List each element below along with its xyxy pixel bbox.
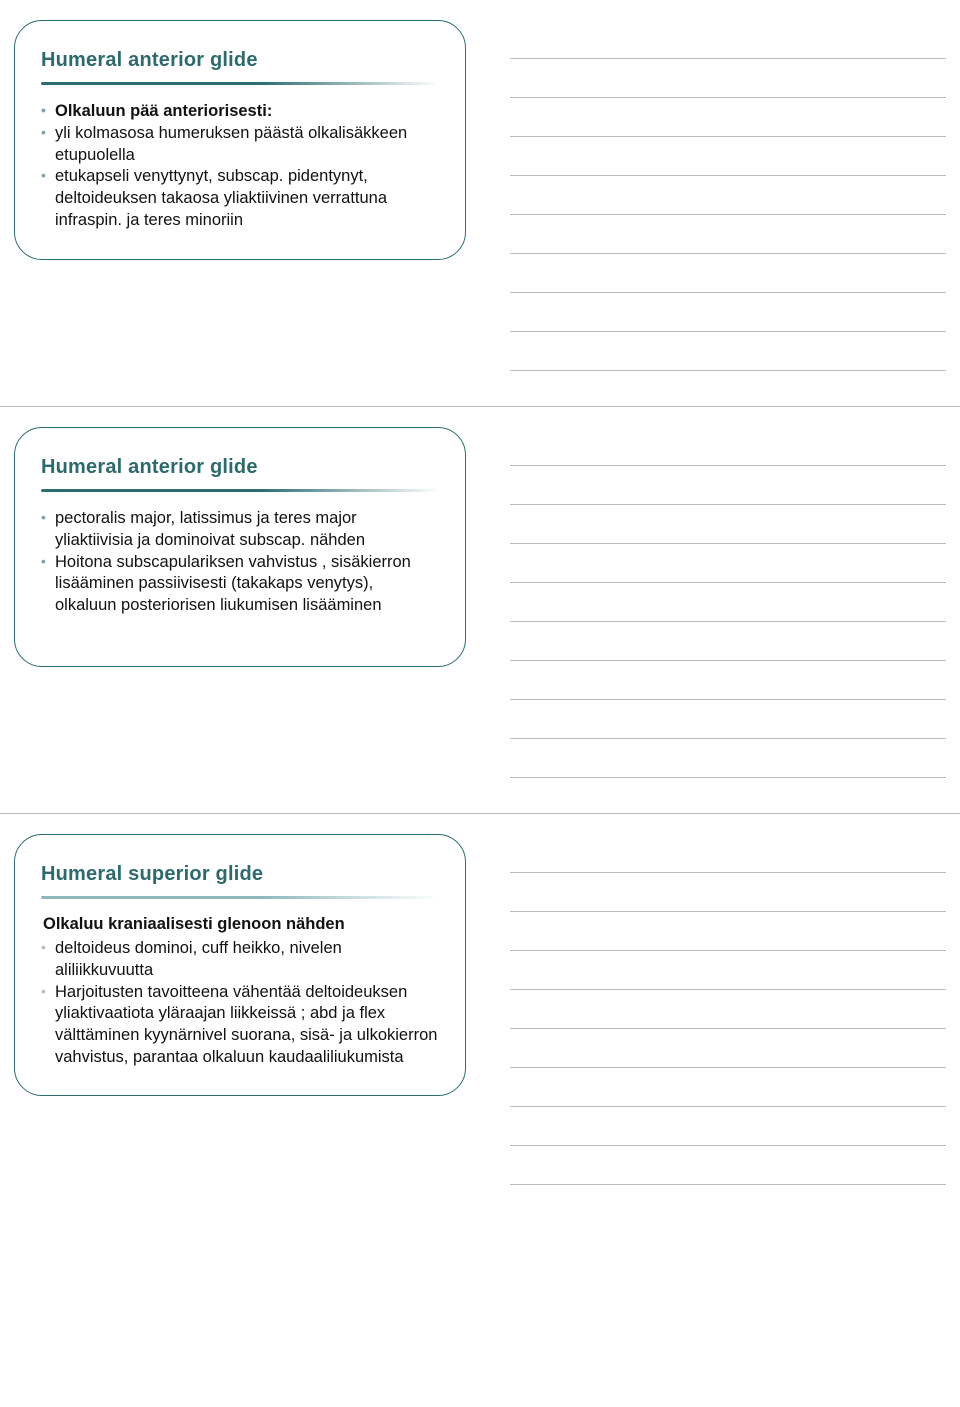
notes-column [480, 834, 960, 1185]
note-line [510, 700, 946, 739]
slide-section: Humeral anterior glide Olkaluun pää anter… [0, 0, 960, 407]
note-line [510, 466, 946, 505]
slide-section: Humeral superior glide Olkaluu kraniaalis… [0, 814, 960, 1220]
sub-heading: Olkaluu kraniaalisesti glenoon nähden [43, 915, 439, 934]
bullet-list: Olkaluun pää anteriorisesti:yli kolmasos… [41, 101, 439, 232]
note-line [510, 622, 946, 661]
content-card: Humeral anterior glide Olkaluun pää anter… [14, 20, 466, 260]
list-item: Hoitona subscapulariksen vahvistus , sis… [41, 552, 439, 617]
note-line [510, 661, 946, 700]
note-line [510, 1068, 946, 1107]
note-line [510, 176, 946, 215]
note-line [510, 98, 946, 137]
note-line [510, 1029, 946, 1068]
list-item: Olkaluun pää anteriorisesti: [41, 101, 439, 123]
list-item: pectoralis major, latissimus ja teres ma… [41, 508, 439, 552]
bullet-list: pectoralis major, latissimus ja teres ma… [41, 508, 439, 617]
note-line [510, 427, 946, 466]
list-item: yli kolmasosa humeruksen päästä olkalisä… [41, 123, 439, 167]
list-item: Harjoitusten tavoitteena vähentää deltoi… [41, 982, 439, 1069]
note-line [510, 505, 946, 544]
list-item: deltoideus dominoi, cuff heikko, nivelen… [41, 938, 439, 982]
note-line [510, 583, 946, 622]
list-item: etukapseli venyttynyt, subscap. pidentyn… [41, 166, 439, 231]
note-line [510, 912, 946, 951]
card-title: Humeral anterior glide [41, 49, 439, 72]
note-line [510, 137, 946, 176]
slide-column: Humeral anterior glide Olkaluun pää anter… [0, 20, 480, 371]
title-divider [41, 896, 439, 899]
note-line [510, 544, 946, 583]
note-line [510, 332, 946, 371]
title-divider [41, 82, 439, 85]
note-line [510, 1146, 946, 1185]
slide-column: Humeral superior glide Olkaluu kraniaalis… [0, 834, 480, 1185]
card-title: Humeral anterior glide [41, 456, 439, 479]
note-line [510, 873, 946, 912]
note-line [510, 951, 946, 990]
slide-column: Humeral anterior glide pectoralis major, … [0, 427, 480, 778]
note-line [510, 254, 946, 293]
notes-column [480, 427, 960, 778]
notes-column [480, 20, 960, 371]
note-line [510, 20, 946, 59]
note-line [510, 1107, 946, 1146]
content-card: Humeral superior glide Olkaluu kraniaalis… [14, 834, 466, 1096]
bullet-list: deltoideus dominoi, cuff heikko, nivelen… [41, 938, 439, 1069]
note-line [510, 293, 946, 332]
note-line [510, 215, 946, 254]
title-divider [41, 489, 439, 492]
slide-section: Humeral anterior glide pectoralis major, … [0, 407, 960, 814]
content-card: Humeral anterior glide pectoralis major, … [14, 427, 466, 667]
note-line [510, 59, 946, 98]
note-line [510, 834, 946, 873]
card-title: Humeral superior glide [41, 863, 439, 886]
note-line [510, 739, 946, 778]
note-line [510, 990, 946, 1029]
